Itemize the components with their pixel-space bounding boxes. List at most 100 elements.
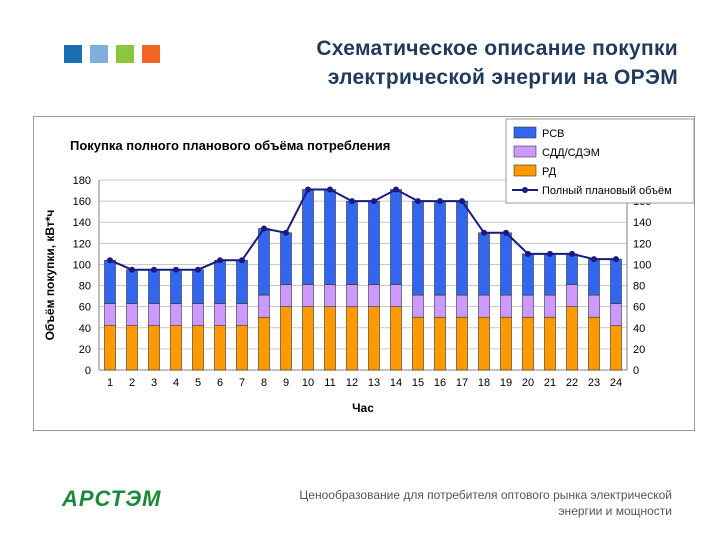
line-point — [129, 266, 135, 273]
bar-rd — [258, 316, 270, 371]
bar-rd — [522, 316, 534, 371]
bar-rd — [566, 306, 578, 371]
line-point — [173, 266, 179, 273]
bar-sdd — [434, 294, 446, 318]
footer-text: Ценообразование для потребителя оптового… — [252, 487, 672, 519]
line-point — [327, 186, 333, 193]
slide-title: Схематическое описание покупки электриче… — [218, 34, 678, 92]
line-point — [371, 198, 377, 205]
x-tick-label: 23 — [588, 377, 600, 389]
line-point — [151, 266, 157, 273]
bar-rsv — [302, 189, 314, 285]
chart-frame: Покупка полного планового объёма потребл… — [33, 116, 695, 431]
bar-rd — [610, 325, 622, 371]
arstem-logo: АРСТЭМ — [62, 486, 162, 511]
x-tick-label: 8 — [261, 377, 267, 389]
bar-sdd — [456, 294, 468, 318]
y2-tick-label: 0 — [633, 365, 639, 377]
bar-rsv — [126, 269, 138, 304]
bar-sdd — [236, 303, 248, 326]
bar-rsv — [346, 200, 358, 285]
bar-rd — [390, 306, 402, 371]
bar-rd — [302, 306, 314, 371]
line-point — [261, 225, 267, 232]
bar-rd — [434, 316, 446, 371]
bar-sdd — [610, 303, 622, 326]
bar-sdd — [346, 284, 358, 307]
bar-rsv — [192, 269, 204, 304]
bar-rsv — [104, 259, 116, 304]
y2-tick-label: 100 — [633, 259, 651, 271]
y-tick-label: 160 — [73, 196, 91, 208]
line-point — [107, 257, 113, 264]
x-tick-label: 10 — [302, 377, 314, 389]
bar-rsv — [566, 253, 578, 285]
bar-sdd — [588, 294, 600, 318]
bar-rd — [280, 306, 292, 371]
bar-rsv — [368, 200, 380, 285]
footer-line-2: энергии и мощности — [558, 504, 672, 518]
bar-rsv — [434, 200, 446, 296]
x-tick-label: 19 — [500, 377, 512, 389]
y2-tick-label: 60 — [633, 302, 645, 314]
bar-rd — [478, 316, 490, 371]
line-point — [569, 250, 575, 257]
bar-rd — [346, 306, 358, 371]
y2-tick-label: 140 — [633, 217, 651, 229]
x-tick-label: 5 — [195, 377, 201, 389]
bar-sdd — [566, 284, 578, 307]
square-orange — [142, 45, 160, 63]
bar-rsv — [588, 258, 600, 296]
legend-label: СДД/СДЭМ — [542, 147, 600, 159]
bar-sdd — [544, 294, 556, 318]
line-point — [305, 186, 311, 193]
line-point — [415, 198, 421, 205]
x-tick-label: 18 — [478, 377, 490, 389]
y-tick-label: 0 — [85, 365, 91, 377]
footer-line-1: Ценообразование для потребителя оптового… — [299, 488, 672, 502]
bar-sdd — [368, 284, 380, 307]
bar-rd — [412, 316, 424, 371]
bar-sdd — [192, 303, 204, 326]
bar-rd — [148, 325, 160, 371]
bar-rsv — [522, 253, 534, 296]
bar-rsv — [456, 200, 468, 296]
x-tick-label: 2 — [129, 377, 135, 389]
line-point — [459, 198, 465, 205]
chart-title: Покупка полного планового объёма потребл… — [70, 138, 390, 153]
line-point — [613, 256, 619, 263]
bar-sdd — [170, 303, 182, 326]
x-tick-label: 11 — [324, 377, 335, 389]
line-point — [283, 229, 289, 236]
line-point — [217, 257, 223, 264]
line-point — [437, 198, 443, 205]
bar-sdd — [324, 284, 336, 307]
bar-rsv — [412, 200, 424, 296]
y-tick-label: 180 — [73, 175, 91, 187]
bar-rsv — [258, 228, 270, 296]
bar-rd — [236, 325, 248, 371]
x-tick-label: 7 — [239, 377, 245, 389]
bar-rd — [192, 325, 204, 371]
x-tick-label: 4 — [173, 377, 179, 389]
bar-rsv — [236, 259, 248, 304]
bar-sdd — [478, 294, 490, 318]
bar-rsv — [544, 253, 556, 296]
bar-rsv — [478, 232, 490, 296]
bar-rsv — [214, 259, 226, 304]
bar-rsv — [500, 232, 512, 296]
bar-sdd — [148, 303, 160, 326]
bar-rd — [170, 325, 182, 371]
line-point — [591, 256, 597, 263]
y2-tick-label: 40 — [633, 323, 645, 335]
bar-rd — [456, 316, 468, 371]
square-green — [116, 45, 134, 63]
line-point — [349, 198, 355, 205]
y-tick-label: 100 — [73, 259, 91, 271]
line-total-volume — [109, 188, 616, 271]
y-tick-label: 80 — [79, 281, 91, 293]
square-dark-blue — [64, 45, 82, 63]
line-point — [525, 250, 531, 257]
line-point — [393, 186, 399, 193]
bar-rd — [126, 325, 138, 371]
